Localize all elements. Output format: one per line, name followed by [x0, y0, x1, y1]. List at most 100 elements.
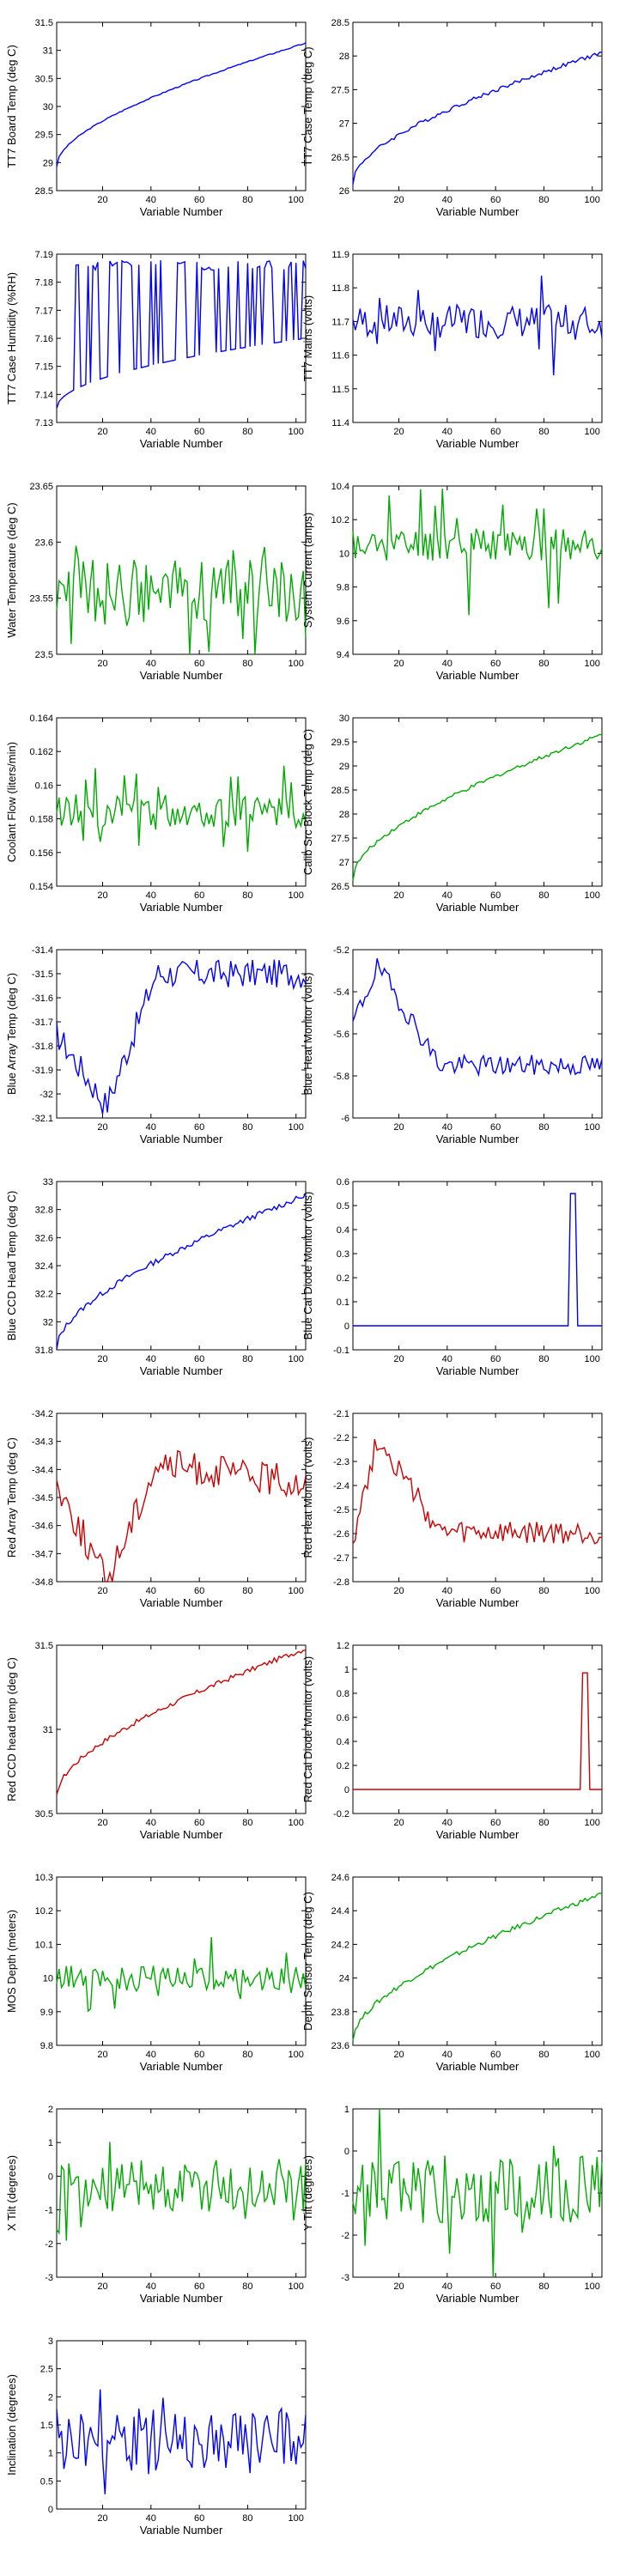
x-axis-label: Variable Number — [140, 205, 223, 218]
y-tick-label: 29 — [339, 762, 349, 772]
y-tick-label: 1 — [344, 1665, 349, 1675]
x-tick-label: 60 — [194, 890, 204, 901]
y-tick-label: 28 — [339, 52, 349, 62]
y-tick-label: 0 — [48, 2172, 53, 2182]
chart-panel: -3 -2 -1 0 1 2 20 40 60 80 100 Variable Number X Til… — [5, 2105, 307, 2305]
series-line — [56, 765, 307, 852]
y-axis-label: Blue Heat Monitor (volts) — [301, 972, 314, 1095]
y-tick-label: 0 — [344, 1321, 349, 1332]
y-tick-label: 1 — [344, 2105, 349, 2115]
plot-area — [56, 1413, 307, 1583]
series-line — [353, 1193, 602, 1327]
x-tick-label: 20 — [393, 1818, 404, 1828]
chart-panel: 23.6 23.8 24 24.2 24.4 24.6 20 40 60 80 100 Variabl… — [301, 1873, 603, 2073]
x-tick-label: 20 — [97, 1122, 107, 1133]
series-line — [352, 275, 603, 376]
x-tick-label: 80 — [242, 1354, 252, 1364]
x-tick-label: 100 — [289, 2281, 304, 2292]
y-tick-label: 31.5 — [35, 1641, 53, 1651]
x-tick-label: 40 — [442, 2281, 453, 2292]
y-axis-label: Red CCD head temp (deg C) — [5, 1657, 18, 1801]
y-tick-label: 11.7 — [331, 317, 349, 327]
y-tick-label: 29 — [43, 158, 53, 168]
series-line — [56, 1649, 307, 1795]
y-tick-label: 29.5 — [331, 738, 349, 748]
x-axis-label: Variable Number — [436, 1364, 519, 1377]
y-tick-label: 9.8 — [40, 2041, 53, 2051]
x-tick-label: 80 — [538, 659, 549, 669]
y-tick-label: -5.8 — [333, 1072, 349, 1082]
y-tick-label: 32.6 — [35, 1233, 53, 1243]
y-tick-label: -31.5 — [32, 969, 53, 980]
y-axis-label: Y Tilt (degrees) — [301, 2155, 314, 2231]
y-axis-label: Blue Array Temp (deg C) — [5, 973, 18, 1095]
x-tick-label: 20 — [393, 2281, 404, 2292]
y-tick-label: 2 — [48, 2392, 53, 2403]
y-tick-label: 10 — [339, 549, 349, 559]
x-tick-label: 40 — [146, 427, 156, 437]
x-tick-label: 20 — [97, 659, 107, 669]
x-tick-label: 20 — [97, 1354, 107, 1364]
chart-panel: -34.8 -34.7 -34.6 -34.5 -34.4 -34.3 -34.2 20 40 6… — [5, 1409, 307, 1609]
y-tick-label: 0.162 — [29, 747, 53, 757]
y-tick-label: 24.6 — [331, 1873, 349, 1883]
x-axis-label: Variable Number — [140, 437, 223, 450]
series-line — [352, 733, 603, 881]
series-line — [352, 52, 603, 185]
x-tick-label: 100 — [289, 890, 304, 901]
x-tick-label: 100 — [585, 1122, 600, 1133]
chart-panel: -6 -5.8 -5.6 -5.4 -5.2 20 40 60 80 100 Variable Nu… — [301, 945, 603, 1145]
y-tick-label: 1.2 — [337, 1641, 349, 1651]
y-tick-label: -31.8 — [32, 1042, 53, 1052]
x-tick-label: 60 — [490, 2050, 501, 2060]
y-tick-label: 27.5 — [331, 834, 349, 844]
chart-panel: 31.8 32 32.2 32.4 32.6 32.8 33 20 40 60 80 100 Varia… — [5, 1177, 307, 1377]
y-axis-label: Red Heat Monitor (volts) — [301, 1437, 314, 1558]
x-tick-label: 20 — [393, 659, 404, 669]
x-tick-label: 20 — [97, 1818, 107, 1828]
x-tick-label: 80 — [242, 1122, 252, 1133]
x-tick-label: 100 — [585, 2050, 600, 2060]
y-tick-label: 30 — [43, 102, 53, 112]
x-tick-label: 100 — [585, 1586, 600, 1596]
x-tick-label: 20 — [393, 1586, 404, 1596]
y-tick-label: -2.4 — [333, 1481, 349, 1492]
y-tick-label: -34.7 — [32, 1549, 53, 1559]
series-line — [56, 42, 307, 167]
x-axis-label: Variable Number — [140, 2292, 223, 2305]
y-tick-label: -34.5 — [32, 1493, 53, 1504]
x-tick-label: 60 — [194, 1586, 204, 1596]
y-tick-label: 0.8 — [337, 1689, 349, 1699]
y-axis-label: Blue CCD Head Temp (deg C) — [5, 1191, 18, 1341]
plot-area — [352, 1876, 603, 2046]
x-tick-label: 40 — [146, 1122, 156, 1133]
y-tick-label: -2.8 — [333, 1577, 349, 1588]
x-axis-label: Variable Number — [436, 437, 519, 450]
y-tick-label: 24.4 — [331, 1906, 349, 1917]
x-axis-label: Variable Number — [140, 2524, 223, 2537]
x-tick-label: 40 — [442, 1586, 453, 1596]
chart-panel: 26.5 27 27.5 28 28.5 29 29.5 30 20 40 60 80 100 Varia… — [301, 714, 603, 914]
chart-panel: 28.5 29 29.5 30 30.5 31 31.5 20 40 60 80 100 Variabl… — [5, 18, 307, 218]
y-axis-label: Depth Sensor Temp (deg C) — [301, 1892, 314, 2031]
series-line — [353, 1672, 602, 1790]
y-tick-label: 10.1 — [35, 1940, 53, 1950]
y-axis-label: Inclination (degrees) — [5, 2374, 18, 2476]
chart-panel: 0 0.5 1 1.5 2 2.5 3 20 40 60 80 100 Variable Number I… — [5, 2336, 307, 2537]
y-tick-label: 9.4 — [337, 650, 349, 660]
y-tick-label: 7.19 — [35, 250, 53, 260]
plot-area — [352, 21, 603, 191]
y-tick-label: 3 — [48, 2336, 53, 2347]
x-tick-label: 20 — [97, 2513, 107, 2524]
x-tick-label: 40 — [146, 2513, 156, 2524]
y-tick-label: 26.5 — [331, 882, 349, 892]
y-axis-label: TT7 Mains (volts) — [301, 295, 314, 381]
y-tick-label: -3 — [45, 2273, 53, 2283]
x-axis-label: Variable Number — [140, 901, 223, 914]
chart-panel: -2.8 -2.7 -2.6 -2.5 -2.4 -2.3 -2.2 -2.1 20 40 60 80… — [301, 1409, 603, 1609]
x-tick-label: 100 — [585, 1818, 600, 1828]
y-tick-label: 26.5 — [331, 153, 349, 163]
x-tick-label: 60 — [490, 195, 501, 205]
x-tick-label: 60 — [194, 1818, 204, 1828]
